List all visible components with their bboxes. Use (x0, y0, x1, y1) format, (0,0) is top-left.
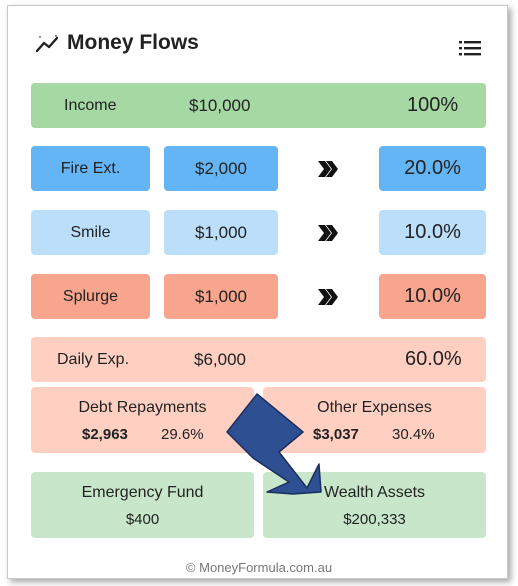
other-expenses-percent: 30.4% (392, 426, 435, 443)
page-title: Money Flows (67, 31, 199, 54)
debt-repayments-title: Debt Repayments (78, 399, 207, 416)
daily-exp-amount: $6,000 (194, 350, 246, 369)
splurge-amount: $1,000 (195, 286, 247, 306)
smile-percent-box: 10.0% (379, 210, 486, 255)
fire-ext-label-box: Fire Ext. (31, 146, 150, 191)
fire-ext-amount: $2,000 (195, 158, 247, 178)
wealth-assets-amount: $200,333 (343, 511, 406, 528)
fire-ext-percent-box: 20.0% (379, 146, 486, 191)
splurge-percent-box: 10.0% (379, 274, 486, 319)
debt-repayments-box: Debt Repayments $2,963 29.6% (31, 387, 254, 453)
flow-arrow-icon (226, 393, 322, 495)
other-expenses-box: Other Expenses $3,037 30.4% (263, 387, 486, 453)
splurge-label: Splurge (62, 287, 119, 305)
fire-ext-percent: 20.0% (404, 157, 461, 179)
double-chevron-right-icon (318, 225, 338, 241)
splurge-label-box: Splurge (31, 274, 150, 319)
income-row (31, 83, 486, 128)
splurge-percent: 10.0% (404, 285, 461, 307)
other-expenses-amount: $3,037 (313, 426, 359, 443)
daily-exp-row (31, 337, 486, 382)
smile-percent: 10.0% (404, 221, 461, 243)
fire-ext-amount-box: $2,000 (164, 146, 278, 191)
daily-exp-label: Daily Exp. (57, 351, 130, 368)
debt-repayments-percent: 29.6% (161, 426, 204, 443)
wealth-assets-title: Wealth Assets (323, 484, 426, 501)
double-chevron-right-icon (318, 289, 338, 305)
smile-label: Smile (70, 223, 111, 241)
smile-amount-box: $1,000 (164, 210, 278, 255)
sparkline-icon (35, 35, 59, 53)
emergency-fund-box: Emergency Fund $400 (31, 472, 254, 538)
smile-amount: $1,000 (195, 222, 247, 242)
smile-label-box: Smile (31, 210, 150, 255)
hamburger-menu-icon[interactable] (459, 40, 481, 56)
fire-ext-label: Fire Ext. (60, 159, 121, 177)
emergency-fund-amount: $400 (125, 511, 160, 528)
emergency-fund-title: Emergency Fund (81, 484, 204, 501)
daily-exp-percent: 60.0% (405, 348, 462, 370)
double-chevron-right-icon (318, 161, 338, 177)
income-percent: 100% (407, 94, 459, 116)
debt-repayments-amount: $2,963 (82, 426, 128, 443)
income-label: Income (64, 97, 117, 114)
splurge-amount-box: $1,000 (164, 274, 278, 319)
income-amount: $10,000 (189, 96, 251, 115)
other-expenses-title: Other Expenses (317, 399, 432, 416)
footer-copyright: © MoneyFormula.com.au (185, 560, 333, 575)
